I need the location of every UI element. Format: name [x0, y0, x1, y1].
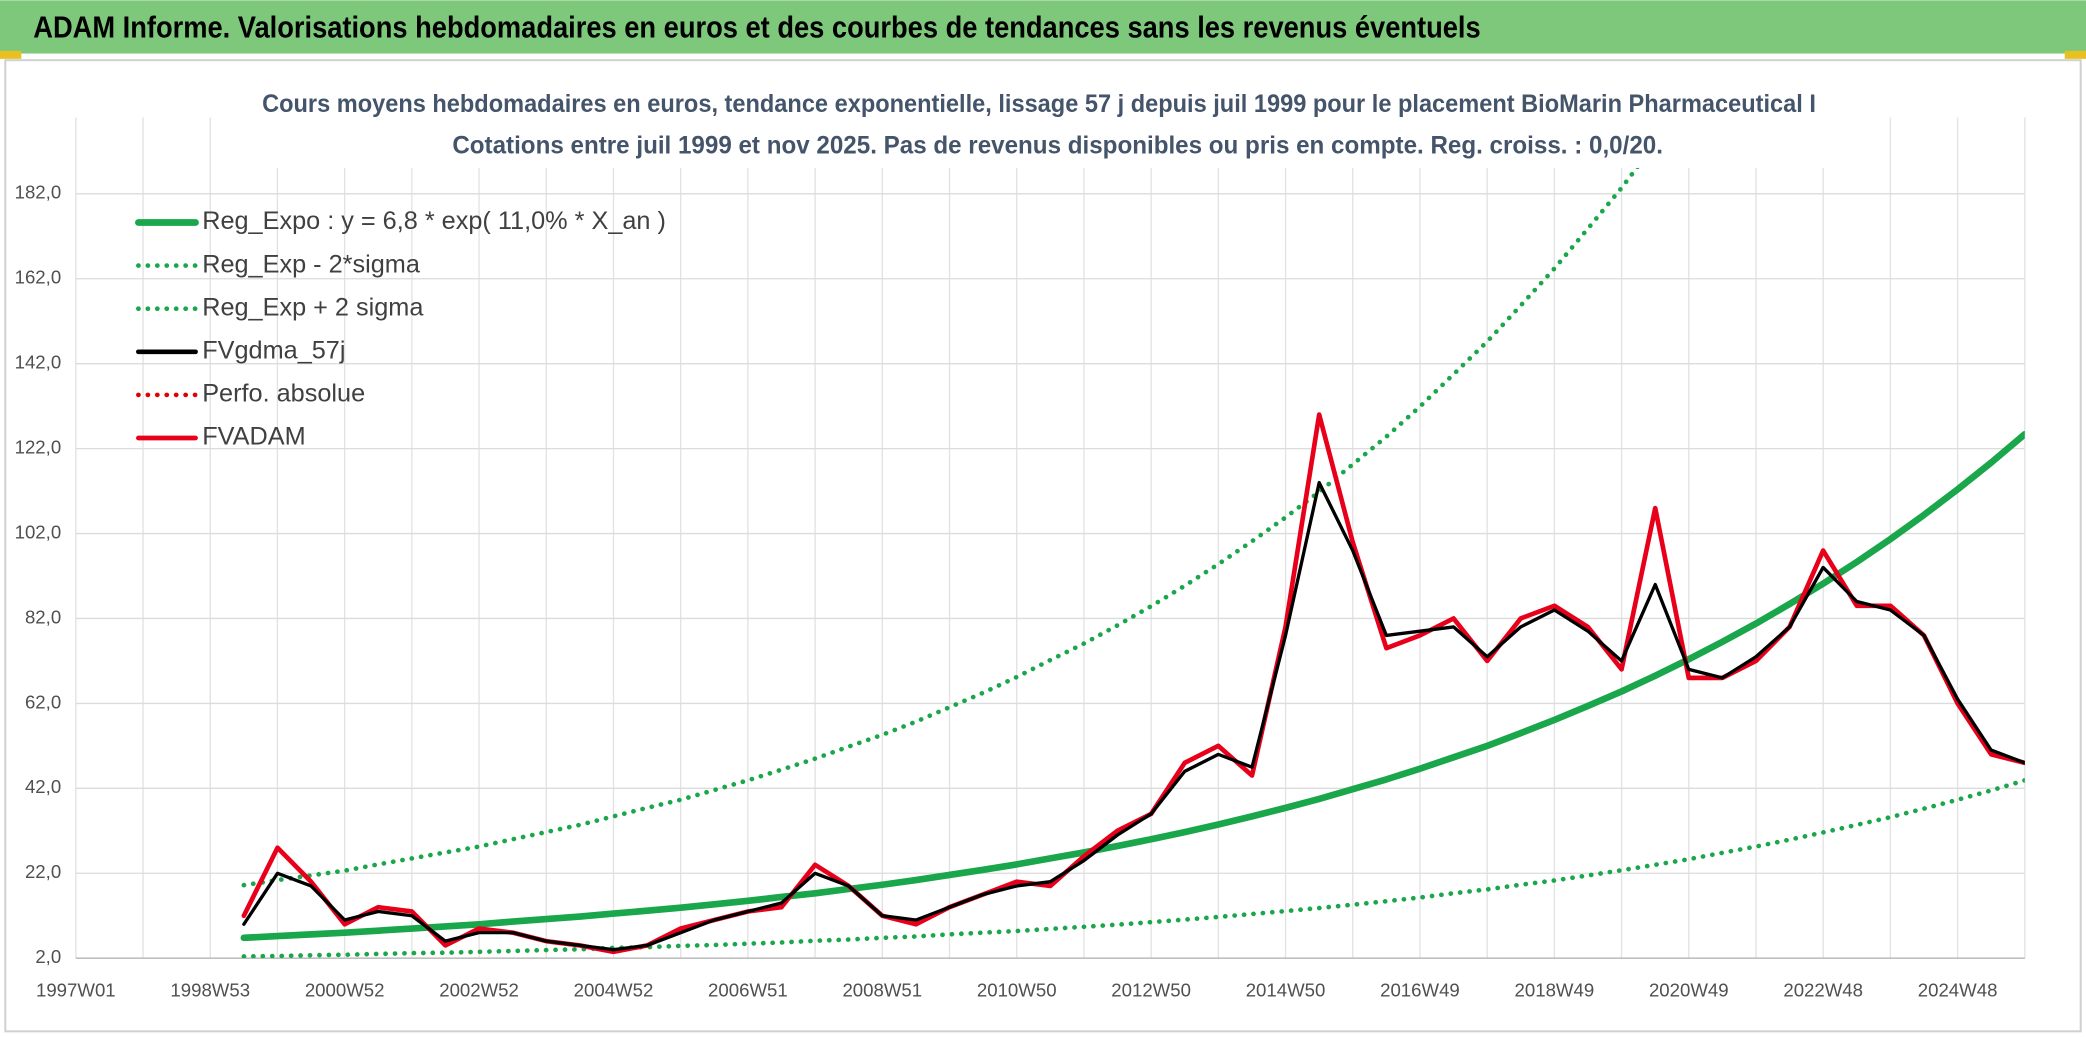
x-tick-label: 2018W49: [1515, 979, 1595, 1000]
header-bar: [0, 0, 2086, 54]
legend-label: Reg_Expo : y = 6,8 * exp( 11,0% * X_an ): [202, 207, 666, 235]
x-tick-label: 2008W51: [842, 979, 922, 1000]
x-tick-label: 1998W53: [170, 979, 250, 1000]
x-tick-label: 2014W50: [1246, 979, 1326, 1000]
legend-label: FVADAM: [202, 423, 305, 451]
x-tick-label: 2024W48: [1918, 979, 1998, 1000]
title-backdrop: [252, 80, 1830, 168]
y-tick-label: 2,0: [35, 946, 61, 967]
y-tick-label: 122,0: [15, 437, 62, 458]
x-tick-label: 2010W50: [977, 979, 1057, 1000]
chart-title: Cours moyens hebdomadaires en euros, ten…: [262, 90, 1816, 118]
x-tick-label: 2000W52: [305, 979, 385, 1000]
chart-frame: [4, 59, 2082, 1033]
series-line: [241, 117, 1677, 888]
x-tick-label: 2016W49: [1380, 979, 1460, 1000]
x-tick-label: 2006W51: [708, 979, 788, 1000]
series-line: [240, 430, 2025, 942]
page-title: ADAM Informe. Valorisations hebdomadaire…: [33, 11, 1480, 45]
y-tick-label: 22,0: [25, 861, 61, 882]
y-tick-label: 102,0: [15, 521, 62, 542]
x-tick-label: 2020W49: [1649, 979, 1729, 1000]
x-tick-label: 1997W01: [36, 979, 116, 1000]
legend-label: Perfo. absolue: [202, 380, 365, 408]
y-tick-label: 62,0: [25, 691, 61, 712]
y-tick-label: 142,0: [15, 352, 62, 373]
x-tick-label: 2012W50: [1111, 979, 1191, 1000]
y-tick-label: 42,0: [25, 776, 61, 797]
plot-area: 2,0 22,0 42,0 62,0 82,0 102,0 122,0 142,0 162,0 1…: [15, 117, 2026, 1000]
x-tick-label: 2022W48: [1783, 979, 1863, 1000]
y-tick-label: 162,0: [15, 267, 62, 288]
legend-label: Reg_Exp + 2 sigma: [202, 293, 424, 321]
y-tick-label: 182,0: [15, 182, 62, 203]
chart-subtitle: Cotations entre juil 1999 et nov 2025. P…: [452, 131, 1663, 159]
y-tick-label: 82,0: [25, 606, 61, 627]
corner-mark: [2064, 50, 2086, 59]
x-tick-label: 2004W52: [574, 979, 654, 1000]
x-tick-label: 2002W52: [439, 979, 519, 1000]
legend-label: FVgdma_57j: [202, 336, 345, 364]
series-line: [242, 480, 2025, 952]
corner-mark: [0, 50, 22, 59]
legend: Reg_Expo : y = 6,8 * exp( 11,0% * X_an )…: [135, 207, 666, 451]
legend-label: Reg_Exp - 2*sigma: [202, 250, 421, 278]
